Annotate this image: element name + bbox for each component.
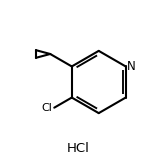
Text: Cl: Cl xyxy=(41,103,52,113)
Text: HCl: HCl xyxy=(67,142,90,155)
Text: N: N xyxy=(127,60,136,73)
